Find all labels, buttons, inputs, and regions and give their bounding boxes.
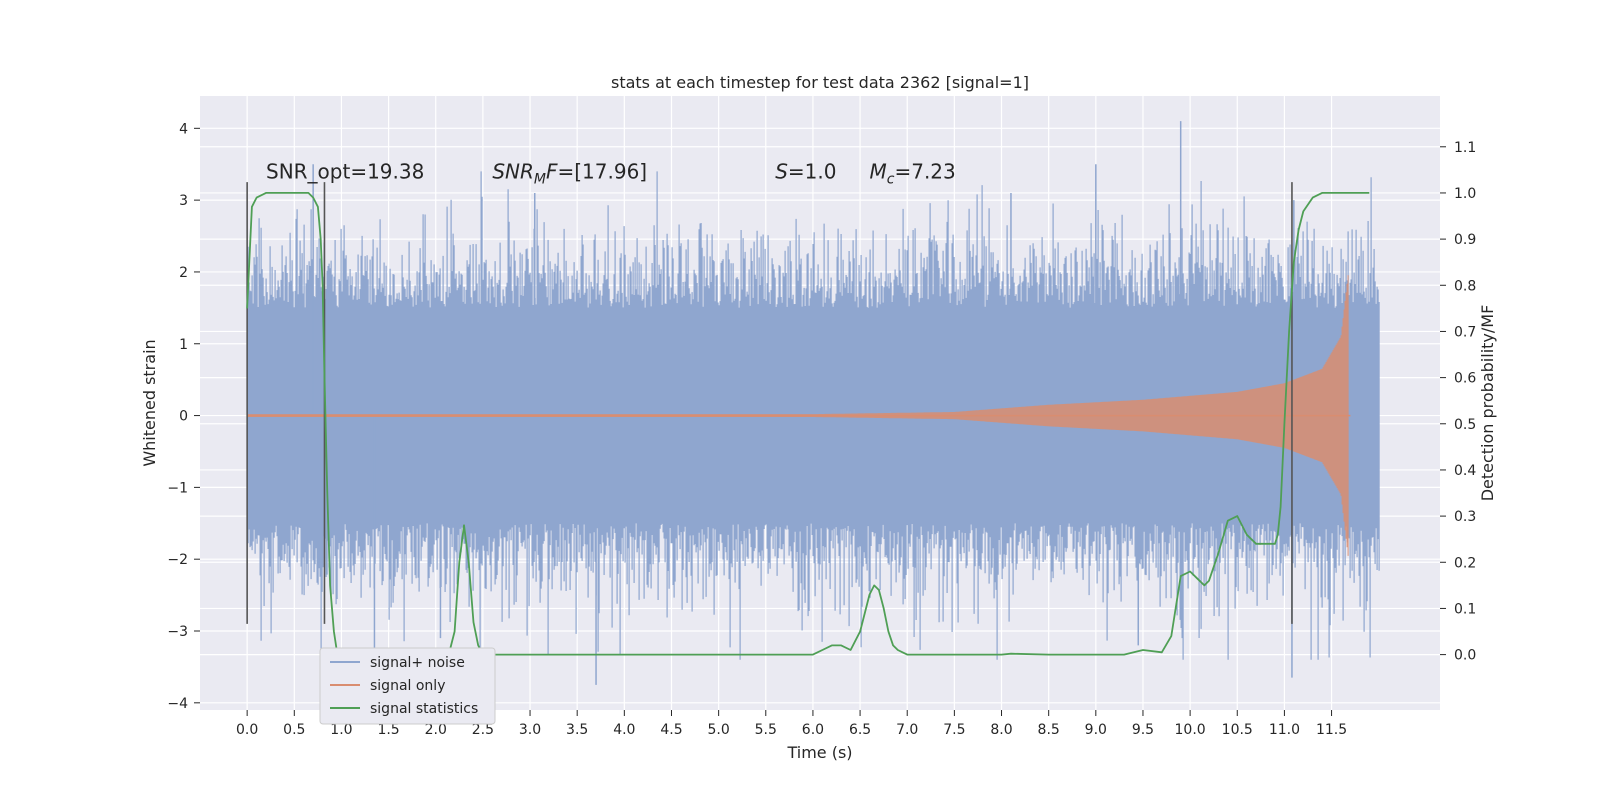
y2-axis-ticks: 1.1 1.0 0.9 0.8 0.7 0.6 0.5 0.4 0.3 0.2 0.1 0.0 (1440, 140, 1476, 664)
x-tick-label: 1.5 (377, 722, 399, 738)
x-tick-label: 4.0 (613, 722, 635, 738)
legend-box (319, 647, 496, 725)
annotation-text: SNR_opt=19.38 (266, 160, 424, 184)
y-tick-label: 1 (179, 337, 188, 353)
x-tick-label: 4.5 (660, 722, 682, 738)
y-tick-label: 2 (179, 265, 188, 281)
x-tick-label: 11.5 (1316, 722, 1347, 738)
y-tick-label: −2 (167, 552, 188, 568)
y2-tick-label: 0.4 (1454, 463, 1476, 479)
x-tick-label: 1.0 (330, 722, 352, 738)
x-tick-label: 2.0 (425, 722, 447, 738)
y2-tick-label: 0.8 (1454, 278, 1476, 294)
y-axis-label: Whitened strain (140, 339, 159, 466)
y-tick-label: 3 (179, 193, 188, 209)
x-axis-label: Time (s) (786, 743, 852, 762)
legend-label-signal-noise: signal+ noise (370, 655, 465, 671)
x-tick-label: 9.0 (1085, 722, 1107, 738)
series-signal-only (247, 275, 1351, 556)
x-tick-label: 7.0 (896, 722, 918, 738)
signal-statistics-line (246, 191, 1370, 656)
y2-tick-label: 0.0 (1454, 648, 1476, 664)
series-signal-statistics (246, 191, 1370, 656)
x-tick-label: 0.5 (283, 722, 305, 738)
x-tick-label: 5.5 (755, 722, 777, 738)
y-tick-label: −3 (167, 624, 188, 640)
annotation-text: SNRMF=[17.96] (492, 160, 647, 188)
legend-label-signal-statistics: signal statistics (370, 701, 478, 717)
x-tick-label: 7.5 (943, 722, 965, 738)
chart-title: stats at each timestep for test data 236… (611, 73, 1029, 92)
x-tick-label: 11.0 (1269, 722, 1300, 738)
y2-tick-label: 0.5 (1454, 417, 1476, 433)
y-tick-label: −4 (167, 696, 188, 712)
x-tick-label: 0.0 (236, 722, 258, 738)
x-tick-label: 8.0 (990, 722, 1012, 738)
x-tick-label: 6.0 (802, 722, 824, 738)
x-tick-label: 8.5 (1038, 722, 1060, 738)
y2-tick-label: 1.0 (1454, 186, 1476, 202)
x-tick-label: 5.0 (707, 722, 729, 738)
y2-tick-label: 0.9 (1454, 232, 1476, 248)
x-tick-label: 10.5 (1222, 722, 1253, 738)
x-tick-label: 10.0 (1175, 722, 1206, 738)
y2-tick-label: 0.2 (1454, 555, 1476, 571)
y2-tick-label: 0.6 (1454, 371, 1476, 387)
legend: signal+ noise signal only signal statist… (319, 647, 496, 725)
annotations: SNR_opt=19.38 SNRMF=[17.96] S=1.0 Mc=7.23 (266, 160, 956, 188)
x-tick-label: 6.5 (849, 722, 871, 738)
x-tick-label: 3.5 (566, 722, 588, 738)
x-tick-label: 9.5 (1132, 722, 1154, 738)
y-tick-label: 4 (179, 121, 188, 137)
y2-tick-label: 1.1 (1454, 140, 1476, 156)
y2-tick-label: 0.1 (1454, 601, 1476, 617)
y2-tick-label: 0.7 (1454, 324, 1476, 340)
x-tick-label: 3.0 (519, 722, 541, 738)
x-tick-label: 2.5 (472, 722, 494, 738)
annotation-text: Mc=7.23 (870, 160, 956, 188)
y2-tick-label: 0.3 (1454, 509, 1476, 525)
y-tick-label: −1 (167, 480, 188, 496)
x-axis-ticks: 0.0 0.5 1.0 1.5 2.0 2.5 3.0 3.5 4.0 4.5 5.0 5.5 6.0 6… (236, 710, 1347, 738)
y2-axis-label: Detection probability/MF (1478, 305, 1497, 502)
legend-label-signal-only: signal only (370, 678, 445, 694)
y-axis-ticks: 4 3 2 1 0 −1 −2 −3 −4 (167, 121, 200, 712)
y-tick-label: 0 (179, 409, 188, 425)
annotation-text: S=1.0 (775, 160, 836, 184)
